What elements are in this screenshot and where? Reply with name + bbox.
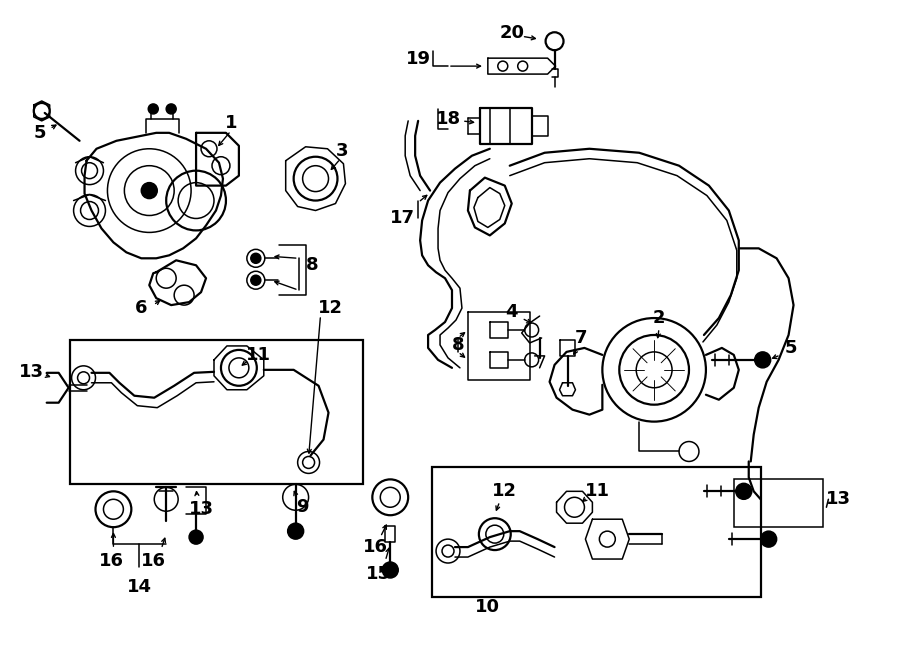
Bar: [734, 479, 824, 527]
Text: 18: 18: [436, 110, 461, 128]
Circle shape: [736, 483, 752, 499]
Circle shape: [382, 562, 398, 578]
Text: 12: 12: [318, 299, 343, 317]
Circle shape: [251, 253, 261, 263]
Text: 14: 14: [127, 578, 152, 596]
Text: 8: 8: [452, 336, 464, 354]
Text: 20: 20: [500, 24, 524, 42]
Circle shape: [251, 275, 261, 285]
Text: 2: 2: [652, 309, 665, 327]
Text: 13: 13: [19, 363, 44, 381]
Circle shape: [760, 531, 777, 547]
Text: 11: 11: [585, 483, 610, 500]
Text: 4: 4: [506, 303, 518, 321]
Circle shape: [166, 104, 176, 114]
Bar: [69, 340, 364, 485]
Text: 16: 16: [363, 538, 388, 556]
Text: 6: 6: [135, 299, 148, 317]
Text: 15: 15: [365, 565, 391, 583]
Circle shape: [288, 524, 303, 539]
Text: 11: 11: [247, 346, 271, 364]
Circle shape: [148, 104, 158, 114]
Text: 1: 1: [225, 114, 238, 132]
Text: 13: 13: [189, 500, 213, 518]
Text: 9: 9: [296, 498, 309, 516]
Text: 17: 17: [390, 210, 415, 227]
Circle shape: [755, 352, 770, 368]
Text: 16: 16: [99, 552, 124, 570]
Text: 5: 5: [33, 124, 46, 142]
Text: 12: 12: [492, 483, 517, 500]
Text: 8: 8: [306, 256, 319, 274]
Text: 16: 16: [140, 552, 166, 570]
Bar: [432, 467, 760, 597]
Circle shape: [141, 182, 158, 198]
Text: 7: 7: [575, 329, 588, 347]
Text: 5: 5: [784, 339, 796, 357]
Text: 13: 13: [826, 490, 850, 508]
Text: 3: 3: [337, 141, 348, 160]
Text: 10: 10: [475, 598, 500, 616]
Text: 19: 19: [406, 50, 430, 68]
Circle shape: [189, 530, 203, 544]
